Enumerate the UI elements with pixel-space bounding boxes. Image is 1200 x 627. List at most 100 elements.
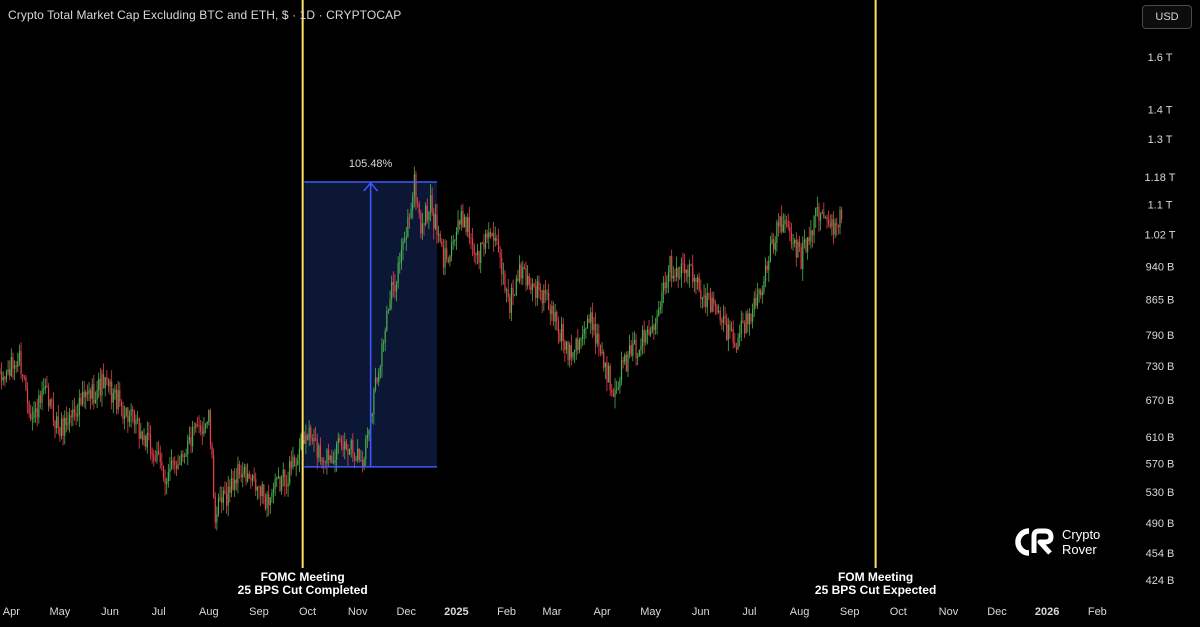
- candle: [235, 467, 237, 491]
- candle: [819, 212, 822, 231]
- x-tick-label: Feb: [1088, 606, 1107, 618]
- candle-body: [75, 413, 77, 417]
- candle-body: [488, 232, 490, 238]
- candle-body: [504, 273, 506, 291]
- candle: [722, 304, 725, 332]
- candle: [565, 340, 568, 355]
- candle: [774, 235, 776, 256]
- candle-body: [289, 461, 291, 484]
- candle: [821, 209, 823, 214]
- candle: [128, 410, 131, 427]
- x-tick-label: Feb: [497, 606, 516, 618]
- candle-body: [808, 237, 810, 242]
- candle-body: [764, 265, 767, 282]
- candle: [743, 320, 746, 338]
- candle: [556, 310, 558, 331]
- candle-body: [416, 202, 419, 205]
- candle-body: [493, 233, 495, 241]
- candle: [287, 471, 289, 497]
- candle-body: [253, 475, 255, 479]
- candle: [473, 243, 475, 263]
- candle-body: [397, 263, 399, 284]
- candle-body: [345, 441, 347, 449]
- candle-body: [421, 223, 424, 234]
- candle: [698, 272, 700, 293]
- candle: [709, 287, 712, 314]
- currency-selector-button[interactable]: USD: [1142, 5, 1192, 29]
- candle-body: [554, 312, 556, 322]
- candle: [122, 401, 124, 424]
- candle-body: [454, 239, 456, 242]
- event-label-line2: 25 BPS Cut Completed: [238, 583, 368, 597]
- candle-body: [266, 494, 268, 509]
- candle-body: [327, 449, 330, 460]
- candle: [829, 214, 831, 229]
- candle: [358, 448, 360, 463]
- candle: [444, 239, 446, 276]
- candle: [386, 305, 388, 332]
- candle: [60, 412, 63, 440]
- candle: [787, 213, 789, 231]
- candle: [172, 457, 174, 470]
- candle: [481, 241, 483, 245]
- candle-body: [664, 282, 666, 289]
- candle-body: [442, 246, 445, 268]
- candle: [603, 349, 605, 372]
- candle-body: [308, 427, 310, 440]
- candle: [682, 252, 684, 274]
- candle-body: [582, 333, 584, 340]
- candle-body: [353, 453, 356, 461]
- candle: [428, 211, 430, 230]
- candle: [685, 269, 687, 282]
- candle-body: [272, 489, 275, 493]
- y-tick-label: 1.3 T: [1148, 134, 1173, 146]
- x-tick-label: Sep: [249, 606, 269, 618]
- candle-body: [43, 389, 45, 391]
- candle-body: [195, 424, 197, 428]
- candle-body: [557, 321, 559, 333]
- candle: [459, 219, 461, 230]
- candle: [12, 352, 14, 380]
- candle-body: [251, 475, 254, 481]
- candle-body: [203, 427, 205, 434]
- candle: [230, 468, 233, 498]
- range-arrow-head: [363, 181, 379, 192]
- candle: [227, 475, 229, 517]
- candle-body: [169, 468, 171, 473]
- candle-body: [198, 425, 200, 426]
- candle: [1, 362, 3, 390]
- candle: [281, 475, 283, 496]
- candle-body: [455, 231, 458, 240]
- candle: [643, 320, 645, 354]
- candle-body: [138, 418, 140, 439]
- candle-body: [556, 312, 558, 322]
- candle-body: [599, 344, 602, 354]
- candle-body: [192, 427, 194, 447]
- candle: [193, 422, 195, 436]
- candle: [282, 462, 284, 487]
- candle: [198, 415, 200, 434]
- candle: [633, 331, 636, 345]
- candle-body: [216, 514, 218, 523]
- candle: [99, 367, 101, 403]
- candle: [677, 266, 679, 289]
- candle-body: [773, 239, 775, 250]
- candle-body: [68, 415, 71, 424]
- candle-body: [336, 443, 338, 460]
- candle: [389, 290, 391, 312]
- candle-body: [285, 485, 288, 487]
- candle-body: [782, 224, 784, 232]
- candle: [450, 235, 453, 262]
- candle-body: [170, 460, 173, 469]
- candle-body: [569, 344, 571, 361]
- candle: [696, 274, 699, 290]
- candle: [57, 404, 59, 435]
- candle: [714, 299, 716, 315]
- candle: [763, 276, 765, 295]
- candle: [111, 370, 113, 410]
- candle: [658, 301, 660, 317]
- candle-body: [632, 343, 634, 356]
- candle-body: [766, 265, 768, 270]
- candle-body: [620, 360, 623, 381]
